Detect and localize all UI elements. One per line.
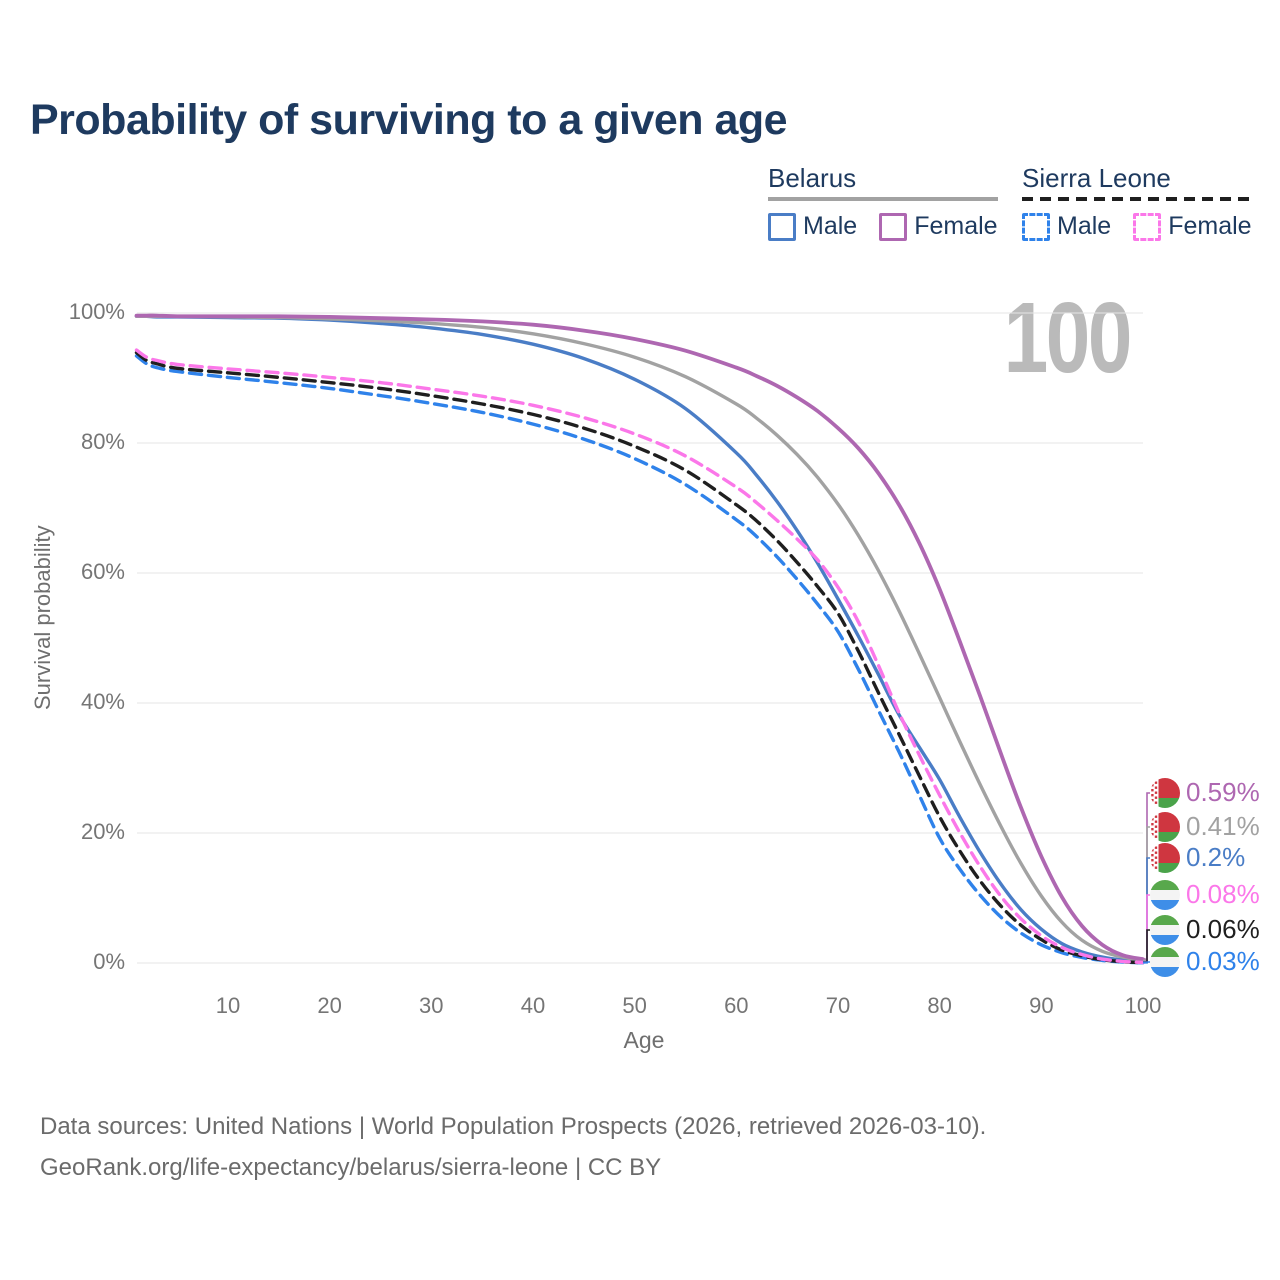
x-tick-label-100: 100 (1124, 993, 1162, 1018)
legend-item-sierra-leone-male[interactable]: Male (1022, 212, 1111, 241)
legend-item-sierra-leone-female[interactable]: Female (1133, 212, 1252, 241)
series-line-sierra-leone-female[interactable] (134, 348, 1145, 965)
y-tick-label-100: 100% (68, 299, 125, 324)
legend-group-belarus: Belarus Male Female (768, 163, 998, 241)
legend-item-belarus-male[interactable]: Male (768, 212, 857, 241)
legend-item-label: Male (1057, 212, 1112, 240)
legend-swatch-dashed-icon (1133, 212, 1162, 241)
legend-item-label: Male (803, 212, 858, 240)
end-label-sierra-leone-female: 0.08% (1186, 879, 1260, 909)
y-tick-label-20: 20% (80, 819, 125, 844)
end-label-sierra-leone: 0.06% (1186, 914, 1260, 944)
legend-group-title: Belarus (768, 163, 857, 193)
legend-swatch-solid-icon (768, 212, 796, 241)
belarus-flag-icon (1150, 843, 1180, 873)
legend-swatch-dashed-icon (1022, 212, 1050, 241)
series-line-belarus-female[interactable] (134, 313, 1145, 962)
end-label-belarus-female: 0.59% (1186, 777, 1260, 807)
y-tick-label-80: 80% (80, 429, 125, 454)
legend-item-label: Female (1168, 212, 1252, 240)
x-tick-label-20: 20 (317, 993, 342, 1018)
end-label-sierra-leone-male: 0.03% (1186, 946, 1260, 976)
end-label-belarus: 0.41% (1186, 811, 1260, 841)
legend-items: Male Female (768, 212, 998, 241)
legend-solid-line-sample (768, 197, 998, 201)
end-label-connector-sierra-leone-male (1143, 961, 1150, 964)
x-tick-label-90: 90 (1029, 993, 1054, 1018)
end-label-belarus-male: 0.2% (1186, 842, 1246, 872)
x-tick-label-60: 60 (724, 993, 749, 1018)
legend-dashed-line-sample (1022, 197, 1252, 201)
series-line-belarus[interactable] (134, 314, 1145, 962)
legend-item-label: Female (914, 212, 998, 240)
x-tick-label-40: 40 (520, 993, 546, 1018)
y-tick-label-60: 60% (80, 559, 125, 584)
x-tick-label-30: 30 (419, 993, 444, 1018)
belarus-flag-icon (1150, 812, 1180, 842)
footer-data-sources: Data sources: United Nations | World Pop… (40, 1113, 987, 1140)
footer: Data sources: United Nations | World Pop… (40, 1106, 986, 1188)
legend-items: Male Female (1022, 212, 1252, 241)
footer-attribution: GeoRank.org/life-expectancy/belarus/sier… (40, 1154, 662, 1181)
y-axis-title: Survival probability (30, 525, 55, 710)
sierra-leone-flag-icon (1150, 915, 1180, 945)
legend-group-title: Sierra Leone (1022, 163, 1171, 193)
age-counter-watermark: 100 (1003, 282, 1133, 394)
sierra-leone-flag-icon (1150, 947, 1180, 977)
x-tick-label-50: 50 (622, 993, 647, 1018)
series-line-belarus-male[interactable] (134, 314, 1145, 964)
x-tick-label-10: 10 (215, 993, 241, 1018)
page-title: Probability of surviving to a given age (30, 96, 788, 144)
legend-swatch-solid-icon (879, 212, 908, 241)
x-tick-label-70: 70 (825, 993, 851, 1018)
x-axis-title: Age (623, 1027, 665, 1053)
sierra-leone-flag-icon (1150, 880, 1180, 910)
series-line-sierra-leone[interactable] (134, 350, 1145, 965)
y-tick-label-40: 40% (80, 689, 125, 714)
x-tick-label-80: 80 (927, 993, 952, 1018)
belarus-flag-icon (1150, 778, 1180, 808)
legend-group-sierra-leone: Sierra Leone Male Female (1022, 163, 1252, 241)
y-tick-label-0: 0% (93, 949, 125, 974)
series-line-sierra-leone-male[interactable] (134, 354, 1145, 965)
legend-item-belarus-female[interactable]: Female (879, 212, 998, 241)
